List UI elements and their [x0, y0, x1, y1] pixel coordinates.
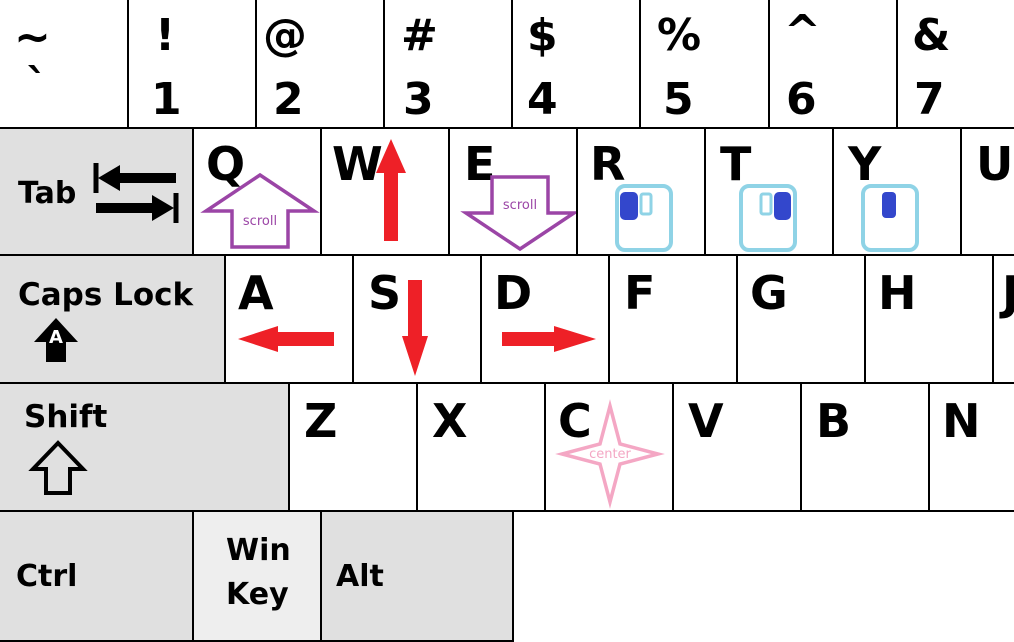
key-top-symbol: &: [912, 10, 951, 61]
caps-lock-icon: A: [34, 318, 78, 362]
mouse-right-click-icon: [739, 184, 797, 252]
key-caps-lock[interactable]: Caps Lock A: [0, 254, 226, 384]
center-icon: center: [555, 399, 665, 509]
arrow-left-icon: [238, 326, 334, 352]
key-3[interactable]: # 3: [383, 0, 513, 129]
key-d[interactable]: D: [480, 254, 610, 384]
scroll-up-icon: scroll: [200, 172, 320, 249]
mouse-left-click-icon: [615, 184, 673, 252]
key-letter: G: [750, 266, 788, 320]
key-n[interactable]: N: [928, 382, 1014, 512]
key-j[interactable]: J: [992, 254, 1014, 384]
key-label: Shift: [24, 399, 108, 435]
key-bottom-symbol: `: [26, 60, 48, 111]
key-6[interactable]: ^ 6: [768, 0, 898, 129]
key-2[interactable]: @ 2: [255, 0, 385, 129]
key-letter: N: [942, 394, 981, 448]
center-label: center: [589, 447, 631, 462]
mouse-middle-click-icon: [861, 184, 919, 252]
key-r[interactable]: R: [576, 127, 706, 256]
key-x[interactable]: X: [416, 382, 546, 512]
key-1[interactable]: ! 1: [127, 0, 257, 129]
key-alt[interactable]: Alt: [320, 510, 514, 642]
key-letter: Y: [848, 137, 882, 191]
key-shift[interactable]: Shift: [0, 382, 290, 512]
scroll-label: scroll: [243, 214, 277, 229]
key-letter: U: [976, 137, 1014, 191]
key-label-line1: Win: [226, 533, 291, 568]
key-letter: Z: [304, 394, 338, 448]
key-bottom-symbol: 3: [403, 74, 434, 125]
arrow-down-icon: [402, 280, 428, 376]
scroll-label: scroll: [503, 198, 537, 213]
key-letter: R: [590, 137, 626, 191]
key-letter: V: [688, 394, 724, 448]
key-letter: D: [494, 266, 533, 320]
key-bottom-symbol: 5: [663, 74, 694, 125]
key-bottom-symbol: 4: [527, 74, 558, 125]
key-letter: B: [816, 394, 852, 448]
key-top-symbol: ^: [784, 6, 821, 57]
key-bottom-symbol: 2: [273, 74, 304, 125]
tab-arrows-icon: [93, 163, 179, 223]
key-top-symbol: %: [657, 10, 702, 61]
key-top-symbol: ~: [14, 12, 51, 63]
key-7[interactable]: & 7: [896, 0, 1014, 129]
key-letter: Q: [206, 137, 246, 191]
arrow-right-icon: [502, 326, 596, 352]
key-ctrl[interactable]: Ctrl: [0, 510, 194, 642]
key-tab[interactable]: Tab: [0, 127, 194, 256]
key-h[interactable]: H: [864, 254, 994, 384]
key-letter: E: [464, 137, 496, 191]
key-top-symbol: $: [527, 10, 558, 61]
key-a[interactable]: A: [224, 254, 354, 384]
scroll-down-icon: scroll: [460, 175, 576, 252]
key-letter: J: [1002, 270, 1014, 316]
key-bottom-symbol: 6: [786, 74, 817, 125]
key-t[interactable]: T: [704, 127, 834, 256]
key-s[interactable]: S: [352, 254, 482, 384]
key-bottom-symbol: 1: [151, 74, 182, 125]
key-f[interactable]: F: [608, 254, 738, 384]
key-v[interactable]: V: [672, 382, 802, 512]
key-label: Alt: [336, 559, 384, 594]
key-q[interactable]: Q scroll: [192, 127, 322, 256]
key-letter: S: [368, 266, 402, 320]
key-g[interactable]: G: [736, 254, 866, 384]
key-c[interactable]: C center: [544, 382, 674, 512]
key-b[interactable]: B: [800, 382, 930, 512]
key-letter: H: [878, 266, 917, 320]
key-label: Tab: [18, 176, 77, 211]
key-u[interactable]: U: [960, 127, 1014, 256]
key-label: Ctrl: [16, 559, 78, 594]
key-backtick[interactable]: ~ `: [0, 0, 129, 129]
key-bottom-symbol: 7: [914, 74, 945, 125]
key-5[interactable]: % 5: [639, 0, 770, 129]
key-w[interactable]: W: [320, 127, 450, 256]
shift-icon: [28, 440, 88, 495]
key-top-symbol: !: [155, 10, 176, 61]
key-win[interactable]: Win Key: [192, 510, 322, 642]
key-z[interactable]: Z: [288, 382, 418, 512]
key-y[interactable]: Y: [832, 127, 962, 256]
caps-icon-letter: A: [49, 327, 63, 348]
key-letter: A: [238, 266, 274, 320]
key-letter: T: [720, 137, 752, 191]
key-4[interactable]: $ 4: [511, 0, 641, 129]
key-letter: C: [558, 394, 592, 448]
key-label: Caps Lock: [18, 277, 194, 313]
key-top-symbol: @: [263, 10, 307, 61]
key-letter: X: [432, 394, 468, 448]
key-e[interactable]: E scroll: [448, 127, 578, 256]
arrow-up-icon: [376, 139, 406, 241]
key-letter: F: [624, 266, 656, 320]
key-letter: W: [332, 137, 383, 191]
key-top-symbol: #: [401, 10, 438, 61]
key-label-line2: Key: [226, 577, 289, 612]
